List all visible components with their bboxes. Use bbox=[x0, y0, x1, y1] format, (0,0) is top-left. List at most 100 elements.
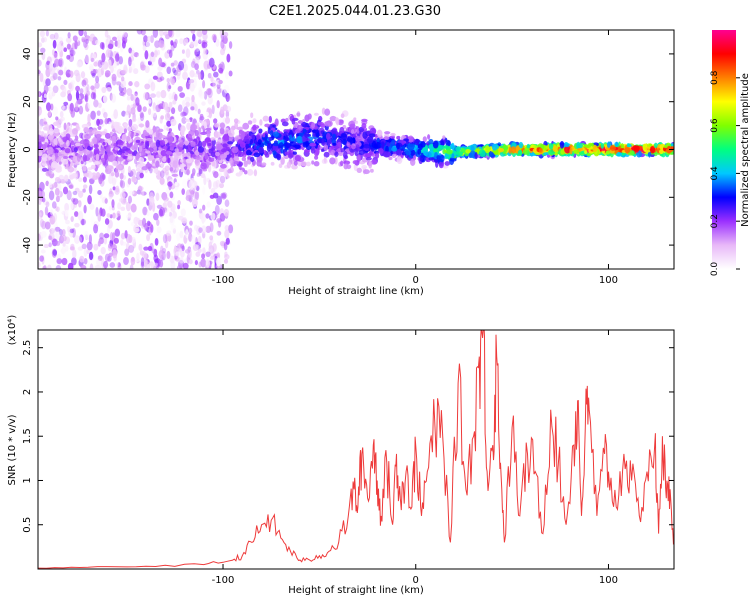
heatmap-cell bbox=[250, 156, 255, 162]
heatmap-cell bbox=[258, 128, 263, 134]
heatmap-cell bbox=[250, 112, 254, 119]
heatmap-cell bbox=[124, 248, 130, 257]
heatmap-cell bbox=[219, 153, 227, 160]
heatmap-cell bbox=[97, 212, 102, 222]
heatmap-cell bbox=[223, 258, 229, 264]
heatmap-cell bbox=[144, 65, 150, 74]
heatmap-cell bbox=[104, 118, 108, 125]
heatmap-cell bbox=[569, 147, 573, 155]
heatmap-cell bbox=[130, 49, 135, 57]
heatmap-cell bbox=[200, 162, 207, 170]
heatmap-cell bbox=[120, 180, 126, 189]
heatmap-cell bbox=[45, 102, 52, 112]
heatmap-cell bbox=[168, 85, 172, 90]
heatmap-cell bbox=[316, 132, 320, 138]
heatmap-cell bbox=[445, 139, 451, 147]
heatmap-cell bbox=[38, 149, 43, 157]
heatmap-cell bbox=[223, 31, 229, 38]
heatmap-cell bbox=[223, 169, 228, 177]
heatmap-cell bbox=[195, 122, 200, 126]
heatmap-cell bbox=[38, 233, 41, 242]
heatmap-cell bbox=[209, 194, 215, 199]
heatmap-cell bbox=[210, 137, 216, 141]
heatmap-cell bbox=[69, 231, 74, 238]
heatmap-cell bbox=[227, 141, 234, 145]
heatmap-cell bbox=[195, 185, 200, 192]
heatmap-cell bbox=[139, 250, 145, 256]
heatmap-cell bbox=[38, 262, 41, 268]
heatmap-cell bbox=[103, 236, 108, 245]
heatmap-cell bbox=[274, 118, 279, 127]
heatmap-cell bbox=[184, 38, 189, 45]
heatmap-cell bbox=[225, 146, 231, 151]
heatmap-cell bbox=[195, 155, 201, 160]
heatmap-cell bbox=[252, 118, 257, 124]
heatmap-cell bbox=[120, 79, 127, 89]
heatmap-cell bbox=[484, 145, 490, 154]
heatmap-cell bbox=[177, 85, 183, 92]
heatmap-cell bbox=[88, 251, 94, 261]
heatmap-cell bbox=[147, 35, 151, 43]
heatmap-cell bbox=[76, 153, 82, 162]
heatmap-cell bbox=[41, 144, 47, 150]
heatmap-cell bbox=[227, 129, 235, 138]
heatmap-cell bbox=[201, 30, 208, 36]
heatmap-cell bbox=[165, 207, 169, 213]
heatmap-cell bbox=[45, 30, 49, 37]
heatmap-cell bbox=[317, 121, 325, 126]
heatmap-cell bbox=[166, 230, 172, 236]
heatmap-cell bbox=[145, 137, 153, 142]
heatmap-cell bbox=[168, 92, 173, 101]
heatmap-cell bbox=[38, 59, 42, 67]
heatmap-cell bbox=[56, 206, 60, 212]
heatmap-cell bbox=[288, 152, 294, 159]
heatmap-cell bbox=[181, 217, 188, 226]
heatmap-cell bbox=[88, 37, 94, 42]
heatmap-cell bbox=[313, 160, 320, 167]
heatmap-cell bbox=[298, 132, 304, 137]
heatmap-cell bbox=[89, 263, 94, 269]
heatmap-x-label: Height of straight line (km) bbox=[288, 286, 424, 297]
heatmap-cell bbox=[38, 162, 42, 169]
heatmap-cell bbox=[268, 136, 273, 142]
heatmap-cell bbox=[71, 174, 77, 179]
heatmap-cell bbox=[93, 243, 99, 251]
heatmap-cell bbox=[218, 167, 225, 173]
heatmap-cell bbox=[323, 151, 330, 158]
heatmap-cell bbox=[172, 99, 177, 105]
heatmap-cell bbox=[125, 151, 129, 156]
heatmap-cell bbox=[368, 151, 373, 156]
heatmap-cell bbox=[43, 121, 48, 125]
heatmap-cell bbox=[206, 88, 212, 96]
heatmap-cell bbox=[120, 239, 124, 246]
heatmap-cell bbox=[340, 160, 344, 167]
heatmap-cell bbox=[164, 200, 168, 206]
heatmap-cell bbox=[89, 128, 94, 136]
heatmap-cell bbox=[219, 175, 226, 184]
heatmap-cell bbox=[50, 225, 56, 231]
heatmap-cell bbox=[54, 177, 61, 183]
heatmap-cell bbox=[172, 160, 178, 168]
heatmap-cell bbox=[616, 152, 623, 157]
heatmap-cell bbox=[200, 258, 207, 268]
heatmap-cell bbox=[133, 52, 139, 58]
heatmap-cell bbox=[155, 139, 161, 148]
heatmap-cell bbox=[174, 39, 178, 45]
heatmap-cell bbox=[131, 145, 135, 151]
heatmap-cell bbox=[186, 122, 191, 131]
heatmap-cell bbox=[168, 49, 173, 59]
heatmap-cell bbox=[163, 145, 168, 150]
heatmap-cell bbox=[108, 174, 114, 185]
heatmap-cell bbox=[39, 72, 44, 83]
heatmap-cell bbox=[38, 42, 43, 48]
heatmap-cell bbox=[170, 118, 177, 127]
colorbar-tick-label: 0.2 bbox=[710, 214, 720, 228]
heatmap-cell bbox=[127, 177, 132, 185]
heatmap-cell bbox=[167, 181, 173, 187]
heatmap-cell bbox=[442, 135, 446, 140]
heatmap-cell bbox=[56, 124, 62, 128]
heatmap-cell bbox=[97, 255, 103, 262]
colorbar-tick-label: 0.0 bbox=[710, 262, 720, 277]
heatmap-cell bbox=[96, 110, 101, 116]
heatmap-cell bbox=[262, 133, 266, 138]
